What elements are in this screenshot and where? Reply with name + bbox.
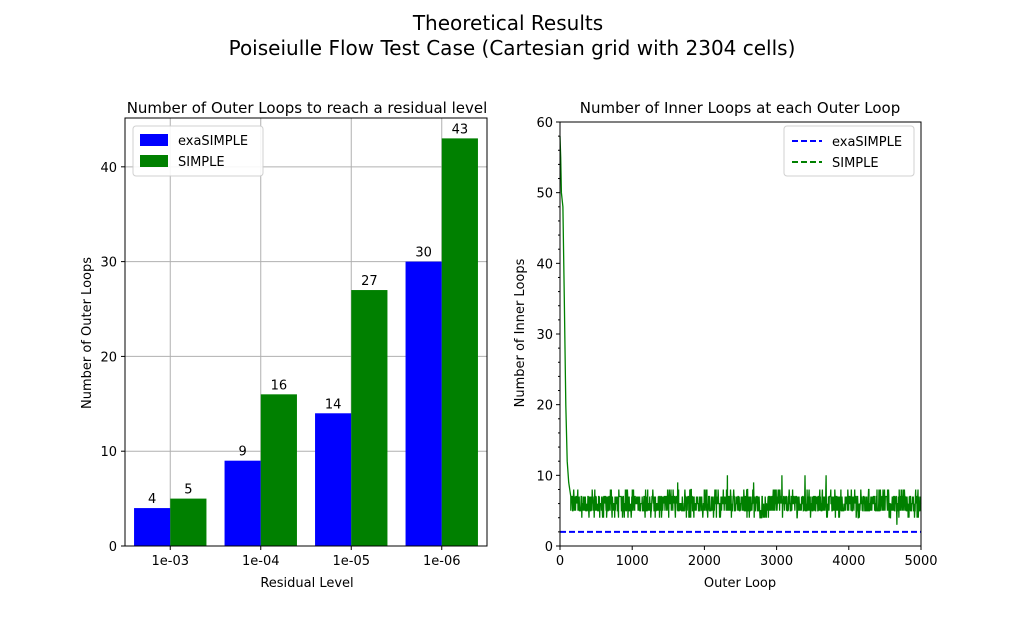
left-axes-frame bbox=[124, 117, 488, 547]
x-tick-label: 0 bbox=[556, 554, 564, 569]
right-axes-frame bbox=[559, 121, 922, 547]
x-tick-label: 1000 bbox=[616, 554, 649, 569]
legend-label-simple-right: SIMPLE bbox=[832, 156, 879, 171]
x-tick-label: 1e-05 bbox=[332, 554, 370, 569]
bar-simple-1e-04 bbox=[260, 394, 297, 546]
bar-exasimple-1e-03 bbox=[134, 508, 171, 546]
right-y-label: Number of Inner Loops bbox=[513, 258, 528, 407]
suptitle-line-1: Theoretical Results bbox=[412, 11, 603, 35]
y-tick-label: 0 bbox=[545, 540, 553, 555]
y-tick-label: 0 bbox=[109, 540, 117, 555]
left-x-label: Residual Level bbox=[260, 576, 353, 591]
bar-value-label: 14 bbox=[325, 397, 342, 412]
legend-swatch-exasimple bbox=[140, 134, 168, 146]
x-tick-label: 1e-04 bbox=[242, 554, 280, 569]
right-legend: exaSIMPLE SIMPLE bbox=[783, 125, 915, 177]
left-y-label: Number of Outer Loops bbox=[80, 257, 95, 409]
bar-value-label: 5 bbox=[184, 483, 192, 498]
bar-simple-1e-05 bbox=[351, 290, 388, 546]
legend-label-exasimple: exaSIMPLE bbox=[178, 134, 248, 149]
bar-exasimple-1e-04 bbox=[224, 460, 261, 546]
x-tick-label: 1e-03 bbox=[151, 554, 189, 569]
bar-value-label: 16 bbox=[271, 378, 288, 393]
left-chart-title: Number of Outer Loops to reach a residua… bbox=[127, 99, 488, 117]
y-tick-label: 40 bbox=[536, 257, 553, 272]
x-tick-label: 1e-06 bbox=[423, 554, 461, 569]
bar-value-label: 30 bbox=[415, 246, 432, 261]
left-chart: 4 5 9 16 14 27 30 43 1e-03 1e-04 1e-05 1e-06 0 10 20 30… bbox=[80, 99, 488, 591]
bar-simple-1e-06 bbox=[441, 138, 478, 546]
y-tick-label: 40 bbox=[100, 161, 117, 176]
bar-value-label: 4 bbox=[148, 492, 156, 507]
line-simple bbox=[559, 136, 922, 525]
legend-swatch-simple bbox=[140, 155, 168, 167]
suptitle-line-2: Poiseiulle Flow Test Case (Cartesian gri… bbox=[229, 36, 796, 60]
legend-label-simple: SIMPLE bbox=[178, 155, 225, 170]
y-tick-label: 10 bbox=[100, 445, 117, 460]
bar-exasimple-1e-06 bbox=[405, 261, 442, 546]
right-x-label: Outer Loop bbox=[704, 576, 776, 591]
bar-value-label: 43 bbox=[452, 122, 469, 137]
y-tick-label: 20 bbox=[100, 350, 117, 365]
right-chart: 0 1000 2000 3000 4000 5000 0 10 20 30 40 50 60 Numbe… bbox=[513, 99, 938, 591]
bar-simple-1e-03 bbox=[170, 498, 207, 546]
left-legend: exaSIMPLE SIMPLE bbox=[132, 125, 264, 177]
x-tick-label: 4000 bbox=[832, 554, 865, 569]
bar-exasimple-1e-05 bbox=[315, 413, 352, 546]
y-tick-label: 60 bbox=[536, 116, 553, 131]
x-tick-label: 5000 bbox=[904, 554, 937, 569]
legend-label-exasimple-right: exaSIMPLE bbox=[832, 135, 902, 150]
y-tick-label: 20 bbox=[536, 399, 553, 414]
x-tick-label: 2000 bbox=[688, 554, 721, 569]
right-chart-title: Number of Inner Loops at each Outer Loop bbox=[580, 99, 901, 117]
y-tick-label: 50 bbox=[536, 187, 553, 202]
x-tick-label: 3000 bbox=[760, 554, 793, 569]
y-tick-label: 30 bbox=[100, 256, 117, 271]
y-tick-label: 10 bbox=[536, 469, 553, 484]
bar-value-label: 27 bbox=[361, 274, 378, 289]
bar-value-label: 9 bbox=[239, 445, 247, 460]
y-tick-label: 30 bbox=[536, 328, 553, 343]
